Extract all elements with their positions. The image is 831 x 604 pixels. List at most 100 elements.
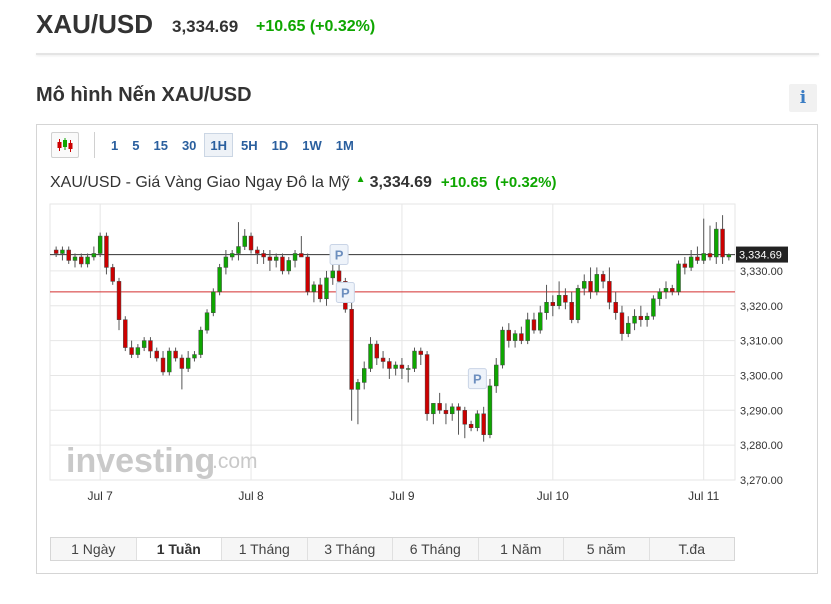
interval-5h[interactable]: 5H [241,138,258,153]
pattern-marker[interactable]: P [467,368,487,390]
pattern-marker-box [467,368,487,390]
candle-up [538,312,543,331]
candle-down [720,228,725,258]
candles [53,215,732,442]
candle-up [494,364,499,387]
x-tick-label: Jul 7 [87,489,113,503]
range-button[interactable]: 1 Tháng [222,538,308,560]
candle-up [701,253,706,261]
range-button[interactable]: 1 Tuần [136,538,222,560]
interval-5[interactable]: 5 [132,138,140,153]
candle-down [531,319,537,331]
candle-up [97,235,103,254]
interval-15[interactable]: 15 [153,138,168,153]
candle-down [638,315,644,320]
candle-down [160,357,166,373]
candle-up [91,253,97,258]
candle-down [374,343,379,359]
candle-up [217,267,222,293]
candle-up [362,368,367,383]
candle-down [79,256,84,265]
y-tick-label: 3,330.00 [740,266,783,278]
candle-down [588,281,593,293]
y-tick-label: 3,310.00 [740,336,783,348]
candle-down [104,235,109,268]
candle-up [544,302,549,313]
symbol-title: XAU/USD [36,9,154,39]
range-button[interactable]: 3 Tháng [308,538,393,560]
pattern-marker-label: P [341,286,350,301]
candle-down [619,312,625,334]
chart-titlebar: XAU/USD - Giá Vàng Giao Ngay Đô la Mỹ ▲ 3,… [50,174,556,192]
range-button[interactable]: 6 Tháng [393,538,479,560]
candle-down [116,281,122,320]
y-tick-label: 3,280.00 [740,440,783,452]
candle-up [644,315,650,320]
pattern-marker-box [329,244,349,266]
interval-1h[interactable]: 1H [204,133,234,157]
interval-1[interactable]: 1 [111,138,119,153]
interval-1m[interactable]: 1M [335,138,354,153]
candle-up [487,385,493,435]
candle-down [468,423,474,428]
candle-up [500,329,505,366]
candle-down [682,263,688,268]
pattern-markers: P P P [329,244,487,390]
x-tick-label: Jul 10 [537,489,569,503]
candlestick-chart[interactable]: investing .com P P P 3,270.00 3,280.00 3,290… [37,125,817,525]
candle-down [148,340,153,352]
interval-30[interactable]: 30 [181,138,197,153]
candle-up [688,256,694,268]
instrument-name: XAU/USD - Giá Vàng Giao Ngay Đô la Mỹ [50,174,350,191]
candle-up [330,270,335,279]
current-price-tag: 3,334.69 [736,246,788,263]
pattern-marker[interactable]: P [329,244,349,266]
candlestick-glyph [57,138,73,152]
candle-up [167,350,172,373]
header-divider [36,53,819,55]
candle-up [632,315,637,324]
range-button[interactable]: 1 Năm [479,538,564,560]
candle-up [229,253,235,258]
candle-up [223,256,229,268]
pattern-marker-label: P [473,372,482,387]
candlestick-icon[interactable] [51,132,79,158]
candle-up [311,284,317,293]
interval-1d[interactable]: 1D [271,138,289,153]
range-button[interactable]: T.đa [678,541,705,557]
candle-down [613,302,618,313]
candle-up [657,291,662,300]
candle-down [248,235,254,251]
candle-up [273,256,279,261]
current-price-tag-label: 3,334.69 [739,250,782,262]
y-tick-label: 3,290.00 [740,405,783,417]
candle-down [380,357,386,362]
candle-up [663,288,669,293]
range-button[interactable]: 1 Ngày [51,538,137,560]
candle-up [475,413,480,428]
candle-up [525,319,530,341]
range-button[interactable]: 5 năm [564,538,650,560]
pattern-marker-label: P [335,248,344,263]
toolbar-separator [94,132,95,158]
candle-up [512,333,518,341]
candle-up [286,260,291,272]
candle-up [406,368,411,370]
x-tick-label: Jul 9 [389,489,415,503]
candle-down [349,308,354,390]
info-icon[interactable]: i [789,84,817,112]
candle-up [60,249,65,254]
candle-up [594,274,600,293]
candle-down [670,288,675,293]
candle-down [66,249,71,261]
candle-down [399,364,405,369]
pattern-marker[interactable]: P [335,282,355,304]
candle-down [550,302,556,307]
interval-1w[interactable]: 1W [302,138,322,153]
chart-change-percent: (+0.32%) [495,174,557,191]
candle-up [726,254,732,258]
x-tick-label: Jul 11 [688,489,719,503]
chart-toolbar: 1 5 15 30 1H 5H 1D 1W 1M [51,130,362,160]
candle-down [261,253,266,258]
candle-down [110,267,115,282]
